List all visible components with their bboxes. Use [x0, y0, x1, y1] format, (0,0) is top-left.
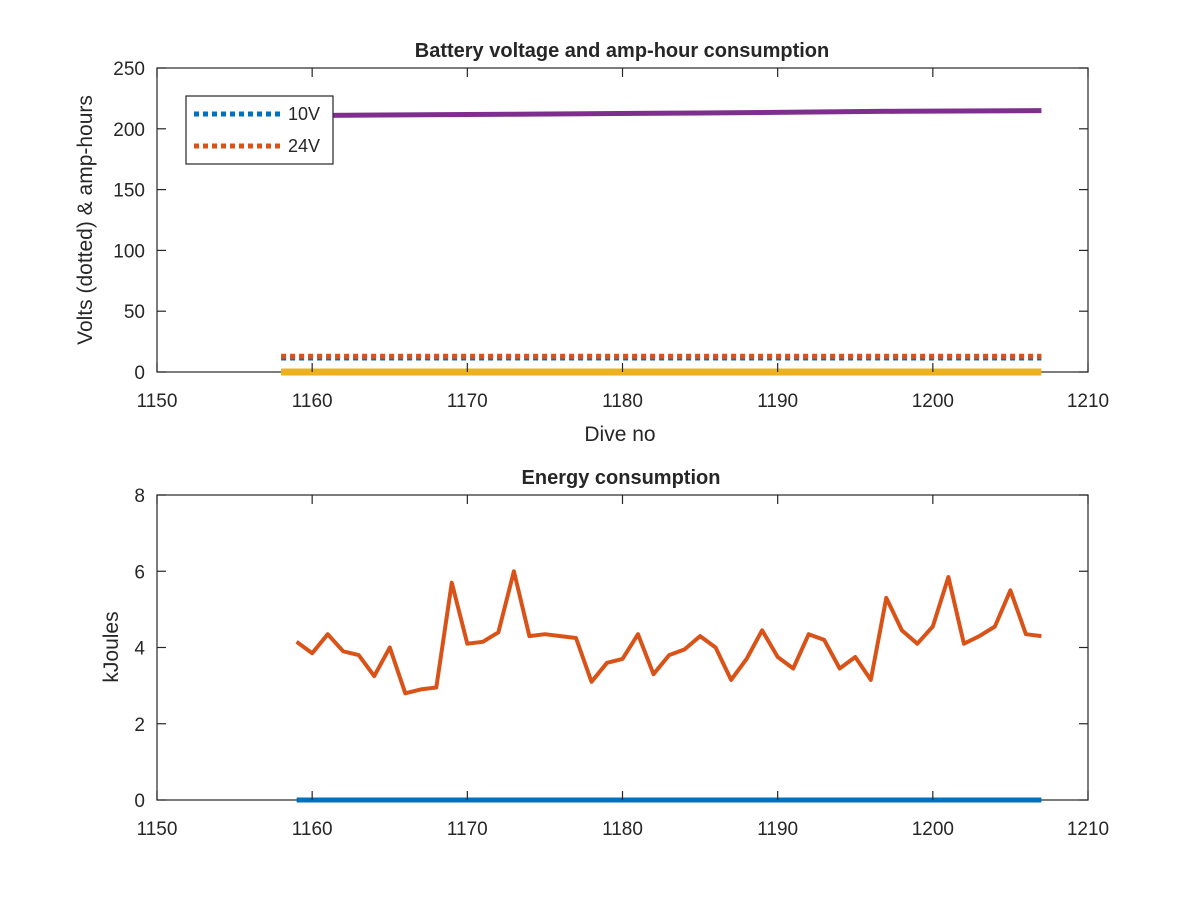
legend-label-10v: 10V	[288, 104, 320, 124]
x-tick-label: 1170	[447, 391, 488, 412]
x-tick-label: 1180	[602, 391, 643, 412]
energy-chart: 1150 1160 1170 1180 1190 1200 1210 0 2 4 6 8 Energy…	[100, 467, 1109, 840]
x-tick-label: 1190	[757, 391, 798, 412]
y-tick-label: 250	[113, 59, 145, 80]
y-tick-label: 8	[134, 486, 145, 507]
energy-plot-area	[156, 494, 1089, 801]
battery-legend: 10V 24V	[185, 95, 334, 165]
legend-label-24v: 24V	[288, 136, 320, 156]
x-tick-label: 1200	[912, 391, 954, 412]
series-line-3	[327, 108, 1042, 118]
y-tick-label: 150	[113, 181, 145, 202]
x-tick-label: 1150	[137, 819, 178, 840]
y-tick-label: 100	[113, 241, 145, 262]
battery-y-axis-label: Volts (dotted) & amp-hours	[74, 95, 97, 345]
x-tick-label: 1170	[447, 819, 488, 840]
battery-chart: 1150 1160 1170 1180 1190 1200 1210 0 50 100 150 200…	[74, 40, 1109, 446]
x-tick-label: 1160	[292, 391, 333, 412]
x-tick-label: 1200	[912, 819, 954, 840]
y-tick-label: 0	[134, 791, 145, 812]
y-tick-label: 200	[113, 120, 145, 141]
legend-box	[185, 95, 334, 165]
y-tick-label: 4	[134, 639, 145, 660]
y-tick-label: 50	[124, 302, 145, 323]
x-tick-label: 1180	[602, 819, 643, 840]
series-line-1	[295, 569, 1042, 696]
x-tick-label: 1150	[137, 391, 178, 412]
energy-y-axis-label: kJoules	[100, 611, 123, 682]
battery-chart-title: Battery voltage and amp-hour consumption	[415, 40, 829, 62]
x-tick-label: 1160	[292, 819, 333, 840]
x-tick-label: 1190	[757, 819, 798, 840]
y-tick-label: 6	[134, 562, 145, 583]
energy-chart-title: Energy consumption	[522, 467, 721, 489]
y-tick-label: 0	[134, 363, 145, 384]
x-tick-label: 1210	[1067, 391, 1109, 412]
battery-x-axis-label: Dive no	[584, 423, 655, 446]
y-tick-label: 2	[134, 715, 145, 736]
x-tick-label: 1210	[1067, 819, 1109, 840]
